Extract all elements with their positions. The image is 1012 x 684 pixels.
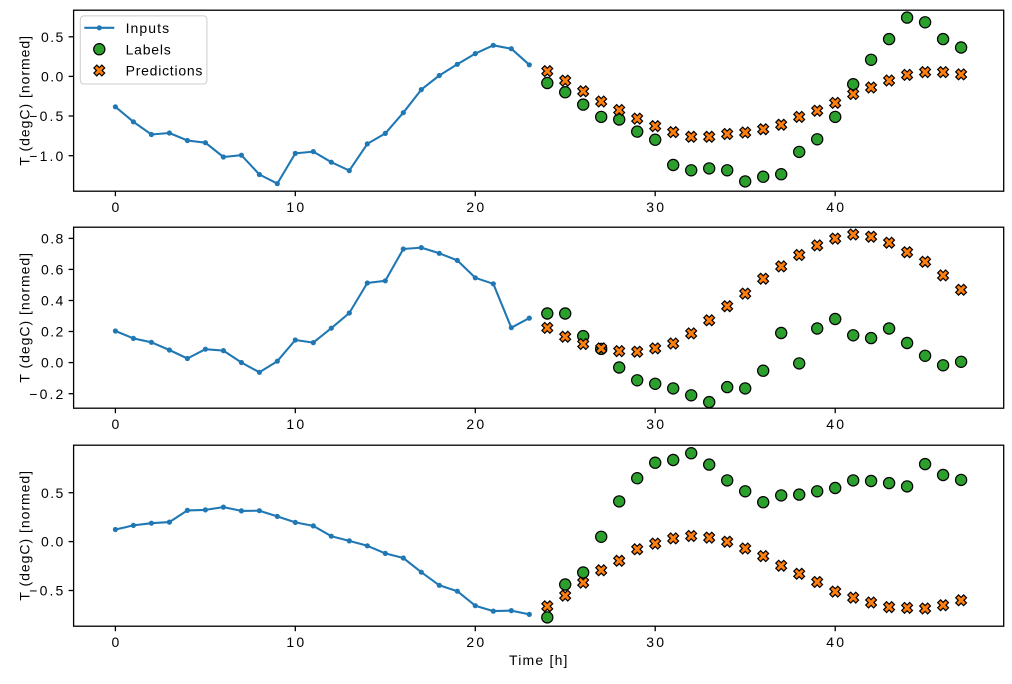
svg-text:Time [h]: Time [h] — [509, 652, 568, 668]
svg-text:−0.5: −0.5 — [29, 583, 63, 599]
svg-text:−1.0: −1.0 — [29, 148, 63, 164]
svg-text:0.0: 0.0 — [41, 355, 64, 371]
svg-text:Inputs: Inputs — [126, 20, 170, 36]
svg-text:0.2: 0.2 — [41, 324, 64, 340]
svg-text:Predictions: Predictions — [126, 63, 203, 79]
svg-text:−0.2: −0.2 — [29, 386, 63, 402]
svg-text:0.0: 0.0 — [41, 534, 64, 550]
svg-text:0.0: 0.0 — [41, 69, 64, 85]
svg-text:0.8: 0.8 — [41, 231, 64, 247]
svg-text:T (degC) [normed]: T (degC) [normed] — [16, 471, 32, 601]
svg-text:Labels: Labels — [126, 41, 171, 57]
svg-text:0: 0 — [112, 199, 120, 215]
svg-text:0.5: 0.5 — [41, 485, 64, 501]
svg-text:T (degC) [normed]: T (degC) [normed] — [16, 253, 32, 383]
svg-text:−0.5: −0.5 — [29, 108, 63, 124]
svg-text:0: 0 — [112, 634, 120, 650]
svg-text:0.4: 0.4 — [41, 293, 64, 309]
svg-text:0.5: 0.5 — [41, 29, 64, 45]
svg-text:0.6: 0.6 — [41, 262, 64, 278]
svg-text:0: 0 — [112, 416, 120, 432]
svg-text:T (degC) [normed]: T (degC) [normed] — [16, 36, 32, 166]
